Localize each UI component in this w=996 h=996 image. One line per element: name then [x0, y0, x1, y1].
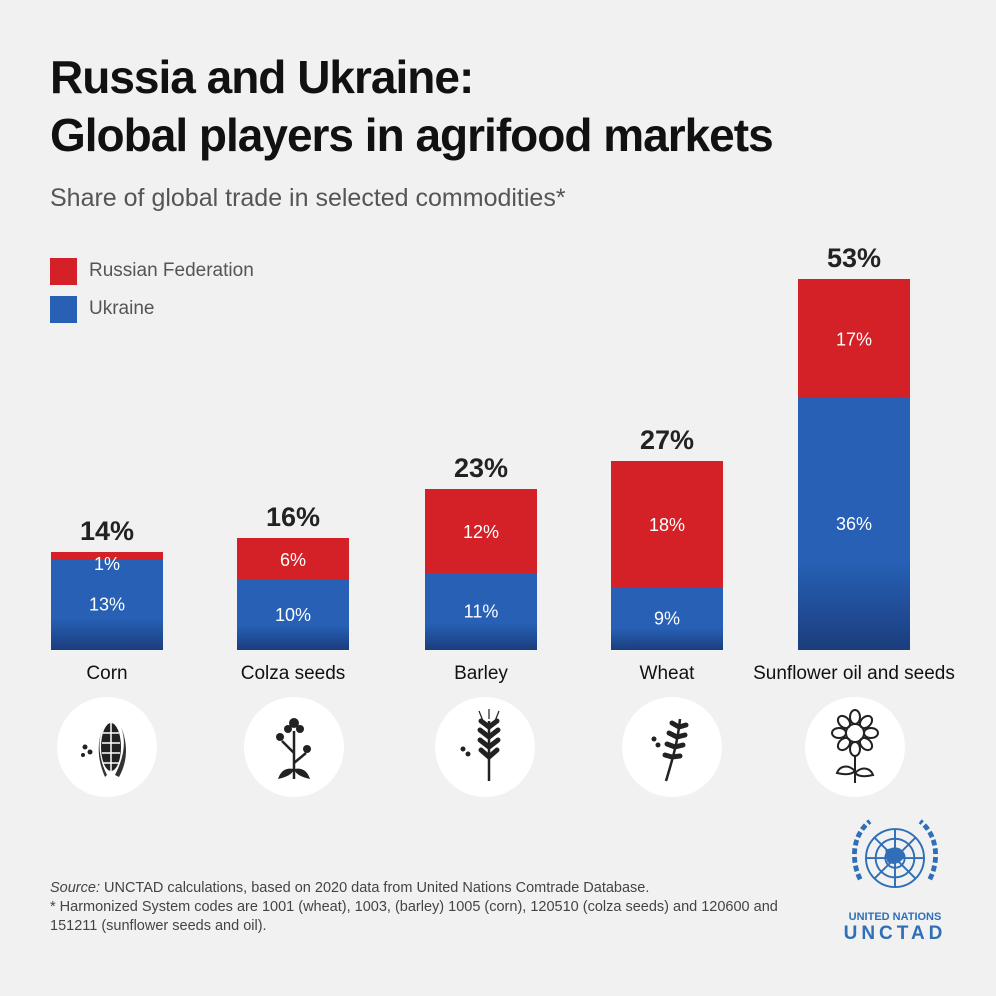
logo-line-2: UNCTAD: [843, 923, 947, 944]
label-total-3: 27%: [640, 425, 694, 455]
barley-icon: [435, 697, 535, 797]
chart-title: Russia and Ukraine: Global players in ag…: [50, 48, 950, 164]
bar-ukraine-3: [611, 587, 723, 650]
stacked-bar-chart: 13% 1% 14% 10% 6% 16% 11% 12% 23% 9% 18% 27% 36% 17% 5…: [51, 243, 910, 650]
sunflower-icon: [805, 697, 905, 797]
label-total-4: 53%: [827, 243, 881, 273]
corn-icon: [57, 697, 157, 797]
label-russia-3: 18%: [649, 515, 685, 535]
category-label-0: Corn: [86, 663, 128, 684]
title-line-1: Russia and Ukraine:: [50, 51, 474, 103]
label-total-0: 14%: [80, 516, 134, 546]
bar-ukraine-4: [798, 398, 910, 650]
chart-subtitle: Share of global trade in selected commod…: [50, 184, 566, 212]
bar-ukraine-1: [237, 580, 349, 650]
label-total-2: 23%: [454, 453, 508, 483]
label-ukraine-2: 11%: [464, 602, 499, 622]
wheat-icon: [622, 697, 722, 797]
bar-russia-3: [611, 461, 723, 587]
legend-label-ukraine: Ukraine: [89, 298, 155, 319]
source-label: Source:: [50, 880, 100, 896]
category-label-4: Sunflower oil and seeds: [753, 663, 955, 684]
category-label-3: Wheat: [639, 663, 695, 684]
bar-russia-0: [51, 552, 163, 559]
label-ukraine-4: 36%: [836, 514, 872, 534]
legend-label-russia: Russian Federation: [89, 260, 254, 281]
colza-icon: [244, 697, 344, 797]
label-russia-2: 12%: [463, 522, 499, 542]
source-line: Source: UNCTAD calculations, based on 20…: [50, 879, 810, 898]
bar-ukraine-0: [51, 559, 163, 650]
category-label-2: Barley: [454, 663, 508, 684]
legend-item-russia: Russian Federation: [50, 252, 254, 290]
legend-swatch-russia: [50, 257, 77, 285]
label-ukraine-3: 9%: [654, 609, 680, 629]
label-russia-4: 17%: [836, 330, 872, 350]
label-ukraine-0: 13%: [89, 595, 125, 615]
logo-line-1: UNITED NATIONS: [848, 911, 942, 923]
label-russia-1: 6%: [280, 550, 306, 570]
footnote: * Harmonized System codes are 1001 (whea…: [50, 899, 778, 934]
bar-russia-2: [425, 489, 537, 573]
bar-ukraine-2: [425, 573, 537, 650]
bar-russia-4: [798, 279, 910, 398]
legend-item-ukraine: Ukraine: [50, 290, 254, 328]
bar-russia-1: [237, 538, 349, 580]
legend-swatch-ukraine: [50, 295, 77, 323]
legend: Russian Federation Ukraine: [50, 252, 254, 328]
title-line-2: Global players in agrifood markets: [50, 109, 774, 161]
label-russia-0: 1%: [94, 554, 120, 574]
footer-notes: Source: UNCTAD calculations, based on 20…: [50, 879, 810, 936]
un-emblem-icon: [852, 819, 938, 889]
unctad-logo: UNITED NATIONS UNCTAD: [830, 810, 960, 945]
label-total-1: 16%: [266, 502, 320, 532]
label-ukraine-1: 10%: [275, 605, 311, 625]
source-text: UNCTAD calculations, based on 2020 data …: [99, 880, 650, 896]
category-label-1: Colza seeds: [240, 663, 346, 684]
